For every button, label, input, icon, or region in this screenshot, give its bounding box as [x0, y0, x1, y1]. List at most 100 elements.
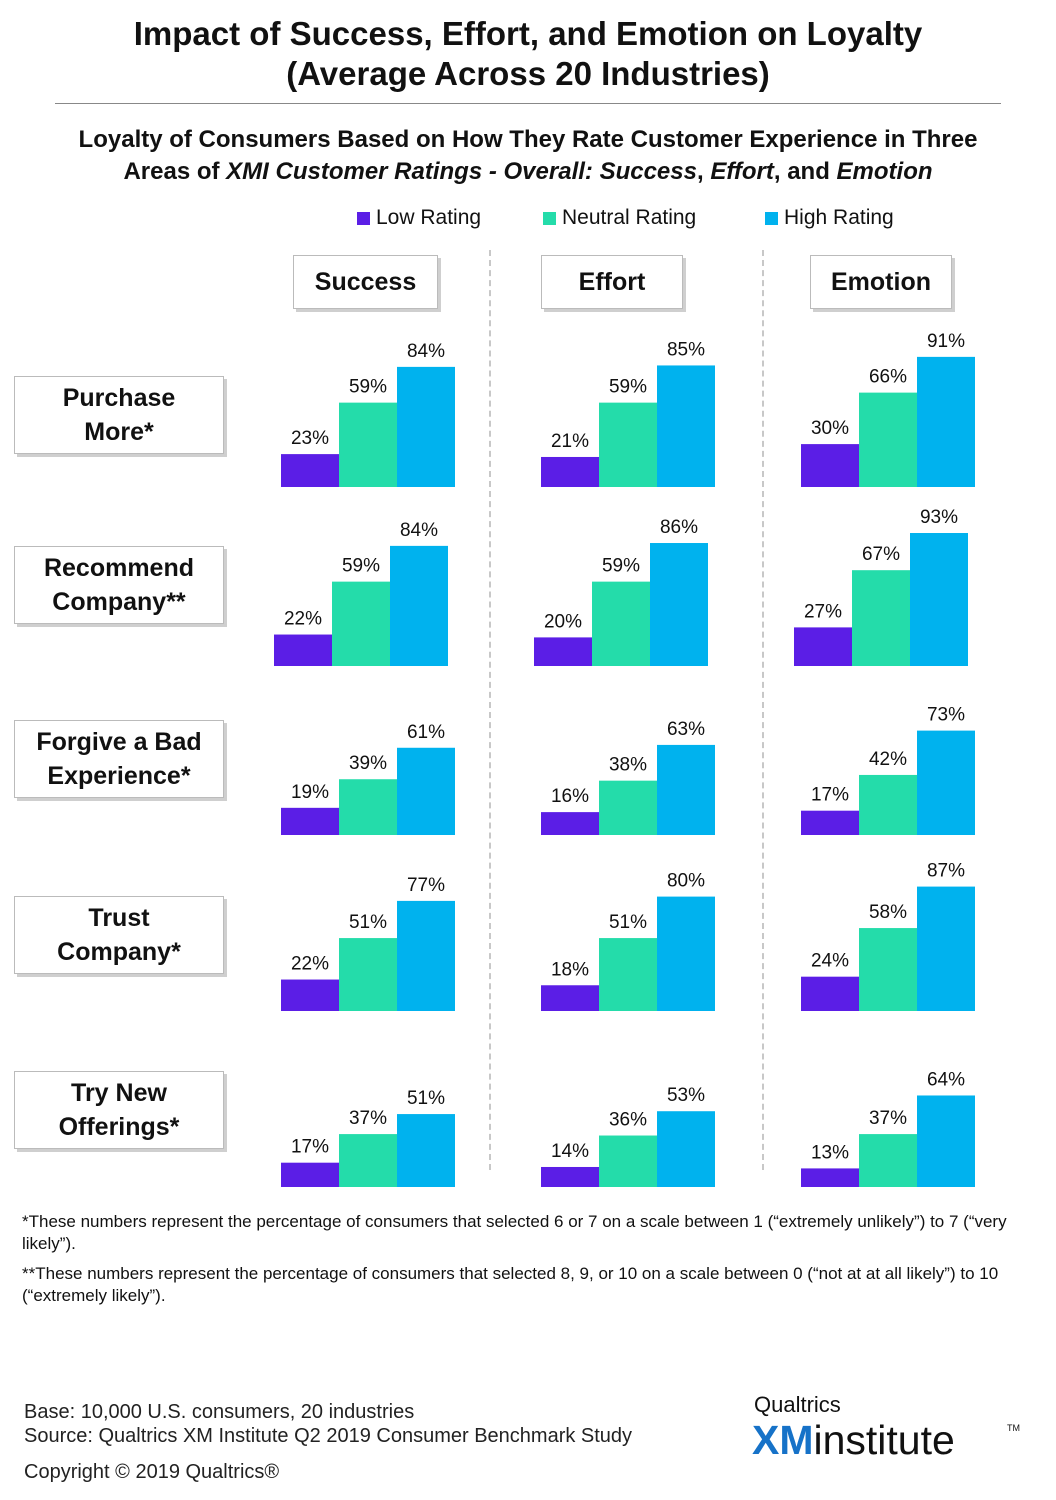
bar-try-new-offerings-emotion-low-rating [801, 1168, 859, 1187]
title-divider [55, 103, 1001, 104]
bar-label-purchase-more-effort-low-rating: 21% [551, 431, 589, 452]
bar-label-recommend-company-emotion-high-rating: 93% [920, 507, 958, 528]
brand-xm-institute-logo: XMinstitute [752, 1418, 955, 1462]
bar-recommend-company-success-low-rating [274, 634, 332, 666]
bar-forgive-a-bad-experience-success-low-rating [281, 807, 339, 835]
chart-title-line2: (Average Across 20 Industries) [286, 55, 770, 92]
bar-forgive-a-bad-experience-effort-neutral-rating [599, 780, 657, 835]
bar-try-new-offerings-success-low-rating [281, 1162, 339, 1187]
bar-forgive-a-bad-experience-emotion-neutral-rating [859, 774, 917, 835]
bar-label-try-new-offerings-emotion-low-rating: 13% [811, 1142, 849, 1163]
bar-label-trust-company-effort-high-rating: 80% [667, 871, 705, 892]
source-study: Source: Qualtrics XM Institute Q2 2019 C… [24, 1425, 633, 1447]
legend: Low Rating Neutral Rating High Rating [0, 204, 1056, 232]
bar-forgive-a-bad-experience-effort-high-rating [657, 744, 715, 835]
legend-item-low: Low Rating [357, 204, 481, 232]
bar-forgive-a-bad-experience-success-neutral-rating [339, 779, 397, 835]
bar-label-purchase-more-success-neutral-rating: 59% [349, 377, 387, 398]
bar-trust-company-emotion-neutral-rating [859, 928, 917, 1011]
bar-purchase-more-success-low-rating [281, 454, 339, 487]
bar-recommend-company-emotion-high-rating [910, 533, 968, 666]
row-label-recommend-company: Recommend Company** [14, 546, 224, 624]
subtitle-italic-success: XMI Customer Ratings - Overall: Success [226, 158, 697, 185]
bar-label-recommend-company-effort-neutral-rating: 59% [602, 556, 640, 577]
bar-label-forgive-a-bad-experience-effort-high-rating: 63% [667, 719, 705, 740]
bar-label-try-new-offerings-effort-neutral-rating: 36% [609, 1110, 647, 1131]
bar-label-try-new-offerings-success-high-rating: 51% [407, 1088, 445, 1109]
bar-purchase-more-success-high-rating [397, 366, 455, 487]
subtitle-prefix: Areas of [123, 158, 227, 185]
footnote-single-asterisk: *These numbers represent the percentage … [22, 1212, 1007, 1253]
legend-item-neutral: Neutral Rating [543, 204, 696, 232]
subtitle-italic-emotion: Emotion [836, 158, 933, 185]
bar-label-try-new-offerings-success-low-rating: 17% [291, 1137, 329, 1158]
bar-forgive-a-bad-experience-emotion-high-rating [917, 730, 975, 835]
bar-try-new-offerings-emotion-neutral-rating [859, 1134, 917, 1187]
bar-trust-company-effort-high-rating [657, 896, 715, 1011]
bar-recommend-company-effort-neutral-rating [592, 581, 650, 666]
bar-recommend-company-effort-high-rating [650, 543, 708, 666]
bar-trust-company-success-low-rating [281, 979, 339, 1011]
bar-label-purchase-more-emotion-high-rating: 91% [927, 331, 965, 352]
bar-recommend-company-success-neutral-rating [332, 581, 390, 666]
bar-label-trust-company-emotion-low-rating: 24% [811, 951, 849, 972]
bar-label-forgive-a-bad-experience-success-high-rating: 61% [407, 722, 445, 743]
bar-trust-company-emotion-low-rating [801, 976, 859, 1011]
brand-trademark: TM [1007, 1423, 1020, 1433]
bar-trust-company-emotion-high-rating [917, 886, 975, 1011]
bar-purchase-more-emotion-neutral-rating [859, 392, 917, 487]
legend-swatch-low [357, 211, 370, 225]
subtitle-line2: Areas of XMI Customer Ratings - Overall:… [0, 156, 1056, 188]
legend-swatch-neutral [543, 211, 556, 225]
subtitle-line1: Loyalty of Consumers Based on How They R… [78, 126, 978, 153]
brand-xm: XM [752, 1417, 814, 1463]
bar-forgive-a-bad-experience-emotion-low-rating [801, 810, 859, 835]
bar-try-new-offerings-effort-high-rating [657, 1111, 715, 1187]
legend-swatch-high [765, 211, 778, 225]
bar-purchase-more-success-neutral-rating [339, 402, 397, 487]
bar-label-trust-company-emotion-neutral-rating: 58% [869, 902, 907, 923]
bar-label-forgive-a-bad-experience-emotion-neutral-rating: 42% [869, 749, 907, 770]
row-label-forgive-bad-experience: Forgive a Bad Experience* [14, 720, 224, 798]
chart-title-line1: Impact of Success, Effort, and Emotion o… [133, 15, 923, 52]
bar-try-new-offerings-effort-neutral-rating [599, 1135, 657, 1187]
legend-item-high: High Rating [765, 204, 894, 232]
bar-try-new-offerings-emotion-high-rating [917, 1095, 975, 1187]
bar-label-trust-company-success-high-rating: 77% [407, 875, 445, 896]
bar-label-purchase-more-emotion-low-rating: 30% [811, 418, 849, 439]
panel-divider-2 [762, 250, 764, 1170]
bar-purchase-more-effort-high-rating [657, 365, 715, 487]
row-label-purchase-more: Purchase More* [14, 376, 224, 454]
bar-label-forgive-a-bad-experience-success-neutral-rating: 39% [349, 753, 387, 774]
bar-purchase-more-effort-low-rating [541, 456, 599, 487]
bar-trust-company-effort-low-rating [541, 985, 599, 1011]
bar-label-trust-company-emotion-high-rating: 87% [927, 861, 965, 882]
brand-qualtrics: Qualtrics [754, 1392, 841, 1417]
bar-try-new-offerings-effort-low-rating [541, 1166, 599, 1187]
bar-recommend-company-effort-low-rating [534, 637, 592, 666]
row-label-trust-company: Trust Company* [14, 896, 224, 974]
bar-trust-company-success-neutral-rating [339, 938, 397, 1011]
bar-label-purchase-more-success-low-rating: 23% [291, 428, 329, 449]
bar-label-recommend-company-success-high-rating: 84% [400, 520, 438, 541]
bar-label-forgive-a-bad-experience-emotion-low-rating: 17% [811, 785, 849, 806]
bar-label-recommend-company-success-low-rating: 22% [284, 609, 322, 630]
bar-label-try-new-offerings-emotion-neutral-rating: 37% [869, 1108, 907, 1129]
bar-label-try-new-offerings-success-neutral-rating: 37% [349, 1108, 387, 1129]
bar-recommend-company-success-high-rating [390, 545, 448, 666]
bar-label-recommend-company-success-neutral-rating: 59% [342, 556, 380, 577]
subtitle-sep1: , [696, 158, 711, 185]
panel-header-emotion: Emotion [810, 255, 952, 309]
bar-label-forgive-a-bad-experience-effort-neutral-rating: 38% [609, 755, 647, 776]
bar-label-forgive-a-bad-experience-effort-low-rating: 16% [551, 786, 589, 807]
bar-label-purchase-more-emotion-neutral-rating: 66% [869, 367, 907, 388]
bar-label-trust-company-effort-neutral-rating: 51% [609, 912, 647, 933]
panel-header-effort: Effort [541, 255, 683, 309]
bar-label-trust-company-effort-low-rating: 18% [551, 959, 589, 980]
bar-try-new-offerings-success-high-rating [397, 1114, 455, 1187]
bar-recommend-company-emotion-low-rating [794, 627, 852, 666]
bar-label-forgive-a-bad-experience-success-low-rating: 19% [291, 782, 329, 803]
bar-trust-company-success-high-rating [397, 900, 455, 1011]
brand-institute: institute [813, 1417, 955, 1463]
